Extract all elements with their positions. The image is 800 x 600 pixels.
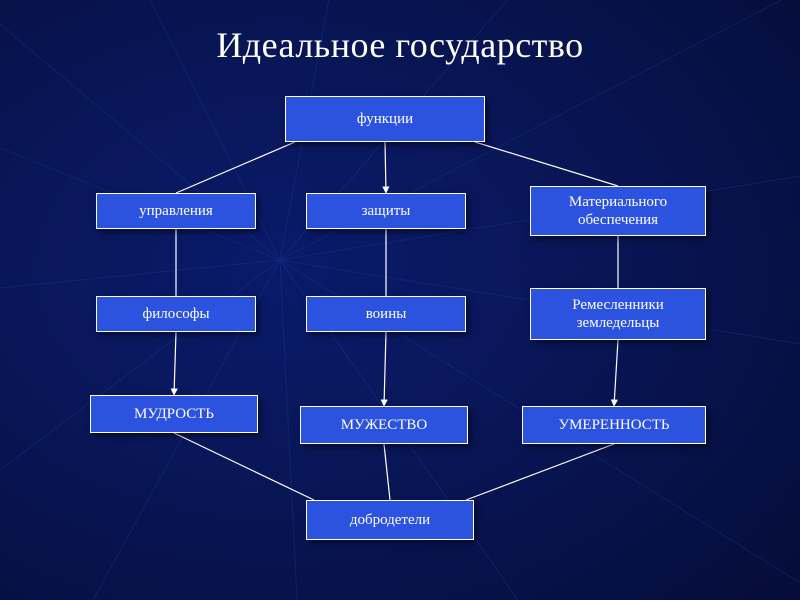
node-label: добродетели <box>350 511 430 529</box>
node-v3: УМЕРЕННОСТЬ <box>522 406 706 444</box>
node-bottom: добродетели <box>306 500 474 540</box>
node-label: МУДРОСТЬ <box>134 405 214 423</box>
node-label: защиты <box>362 202 411 220</box>
node-f3: Материального обеспечения <box>530 186 706 236</box>
node-label: Ремесленники земледельцы <box>535 296 701 332</box>
node-p3: Ремесленники земледельцы <box>530 288 706 340</box>
node-label: философы <box>142 305 209 323</box>
node-f1: управления <box>96 193 256 229</box>
node-label: УМЕРЕННОСТЬ <box>558 416 669 434</box>
node-label: управления <box>139 202 213 220</box>
node-v2: МУЖЕСТВО <box>300 406 468 444</box>
node-v1: МУДРОСТЬ <box>90 395 258 433</box>
node-label: МУЖЕСТВО <box>341 416 428 434</box>
node-label: Материального обеспечения <box>535 193 701 229</box>
node-p1: философы <box>96 296 256 332</box>
node-label: функции <box>357 110 413 128</box>
node-p2: воины <box>306 296 466 332</box>
node-root: функции <box>285 96 485 142</box>
node-f2: защиты <box>306 193 466 229</box>
node-label: воины <box>366 305 407 323</box>
page-title: Идеальное государство <box>0 24 800 66</box>
